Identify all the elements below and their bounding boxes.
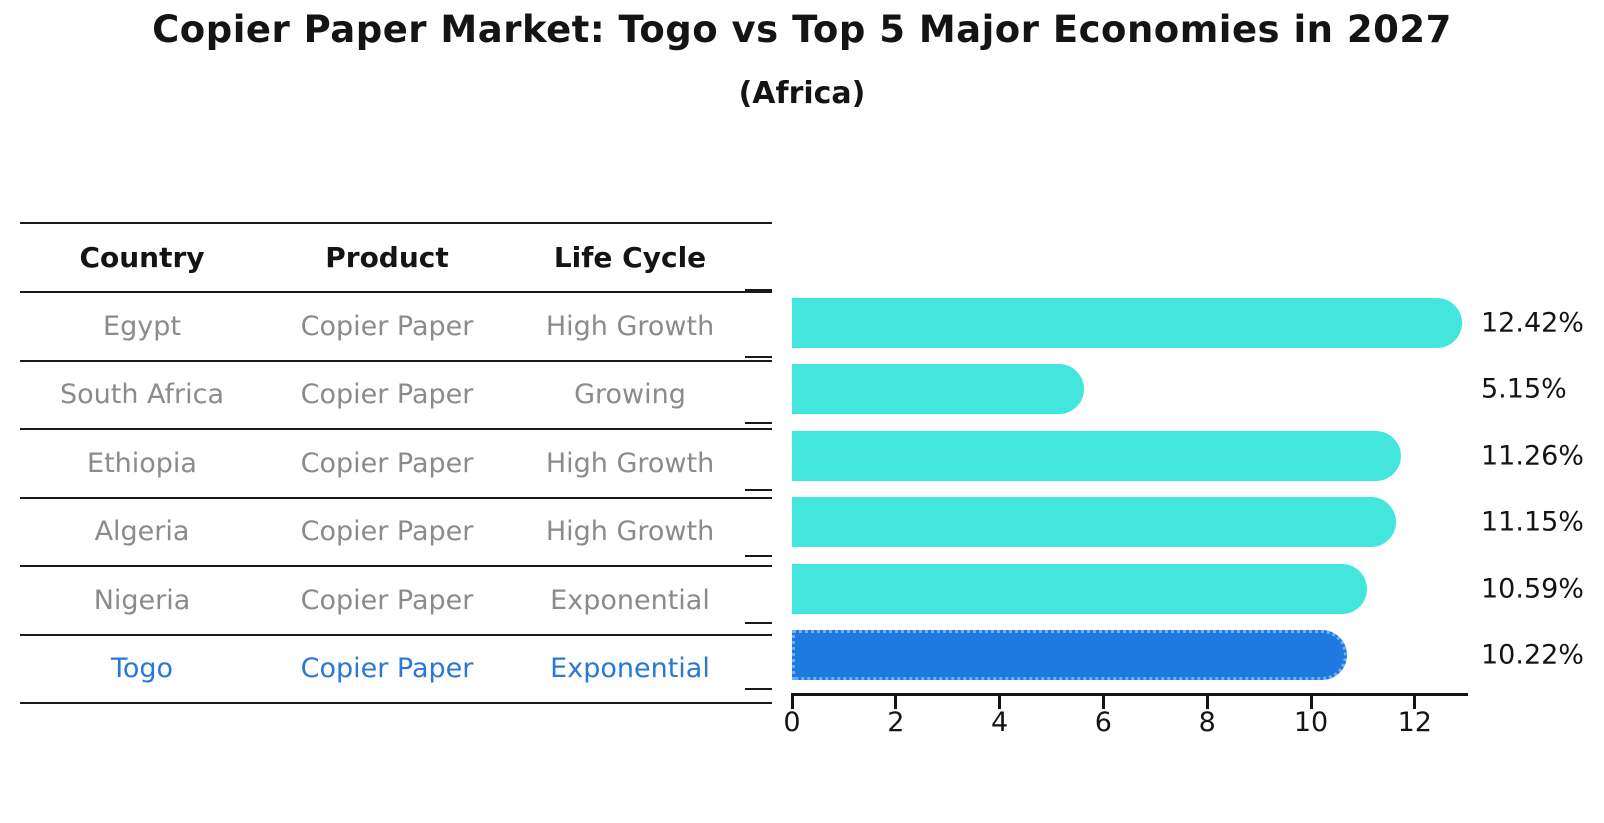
x-axis-tick	[998, 693, 1002, 709]
x-tick-label: 4	[991, 707, 1009, 738]
column-header-life-cycle: Life Cycle	[553, 241, 707, 274]
x-axis-tick	[1101, 693, 1105, 709]
cell-country: Nigeria	[93, 584, 191, 616]
x-tick-label: 6	[1094, 707, 1112, 738]
table-row-nigeria: Nigeria Copier Paper Exponential	[20, 565, 772, 634]
table-row-egypt: Egypt Copier Paper High Growth	[20, 291, 772, 360]
x-tick-label: 10	[1293, 707, 1329, 738]
cell-product: Copier Paper	[300, 653, 474, 685]
cell-country: Algeria	[94, 516, 190, 548]
value-label-nigeria: 10.59%	[1481, 573, 1584, 604]
cell-life-cycle: High Growth	[545, 447, 715, 479]
value-label-south-africa: 5.15%	[1481, 373, 1567, 405]
table-row-togo: Togo Copier Paper Exponential	[20, 633, 772, 703]
bar-nigeria	[792, 563, 1367, 614]
table-row-ethiopia: Ethiopia Copier Paper High Growth	[20, 428, 772, 497]
value-label-togo: 10.22%	[1481, 639, 1584, 671]
cell-life-cycle: High Growth	[545, 516, 715, 548]
cell-product: Copier Paper	[300, 447, 474, 479]
chart-title: Copier Paper Market: Togo vs Top 5 Major…	[152, 8, 1452, 51]
cell-product: Copier Paper	[300, 584, 474, 616]
x-axis-tick	[790, 693, 794, 709]
cell-life-cycle: Exponential	[550, 653, 710, 685]
x-axis-tick	[1413, 693, 1417, 709]
bar-algeria	[792, 497, 1396, 547]
cell-country: Ethiopia	[87, 447, 197, 479]
cell-life-cycle: High Growth	[545, 310, 715, 342]
value-label-ethiopia: 11.26%	[1481, 440, 1584, 471]
y-axis-tick	[745, 422, 772, 424]
cell-product: Copier Paper	[300, 379, 474, 411]
x-axis-tick	[1205, 693, 1209, 709]
x-tick-label: 2	[887, 707, 905, 738]
bar-south-africa	[792, 364, 1085, 414]
x-axis-tick	[1309, 693, 1313, 709]
cell-country: South Africa	[59, 379, 225, 411]
table-row-algeria: Algeria Copier Paper High Growth	[20, 496, 772, 566]
cell-life-cycle: Exponential	[550, 584, 710, 616]
column-header-country: Country	[79, 241, 205, 274]
bar-togo	[792, 630, 1348, 680]
bar-egypt	[792, 297, 1462, 348]
y-axis-tick	[745, 289, 772, 291]
cell-country: Egypt	[103, 310, 181, 342]
column-header-product: Product	[325, 241, 449, 274]
cell-product: Copier Paper	[300, 310, 474, 342]
country-table: Country Product Life Cycle Egypt Copier …	[20, 222, 772, 704]
y-axis-tick	[745, 621, 772, 624]
bar-ethiopia	[792, 430, 1402, 481]
y-axis-tick	[745, 555, 772, 557]
x-tick-label: 0	[783, 707, 801, 738]
x-axis-tick	[894, 693, 898, 709]
cell-product: Copier Paper	[300, 516, 474, 548]
x-axis-line	[792, 693, 1468, 696]
y-axis-tick	[745, 688, 772, 690]
y-axis-tick	[745, 488, 772, 491]
table-header-row: Country Product Life Cycle	[20, 222, 772, 291]
x-tick-label: 12	[1397, 707, 1432, 738]
chart-subtitle: (Africa)	[738, 76, 866, 111]
table-row-south-africa: South Africa Copier Paper Growing	[20, 359, 772, 429]
cell-country: Togo	[110, 653, 174, 685]
y-axis-tick	[745, 355, 772, 358]
value-label-egypt: 12.42%	[1481, 307, 1584, 338]
cell-life-cycle: Growing	[574, 379, 686, 411]
value-label-algeria: 11.15%	[1481, 506, 1584, 538]
x-tick-label: 8	[1198, 707, 1216, 738]
